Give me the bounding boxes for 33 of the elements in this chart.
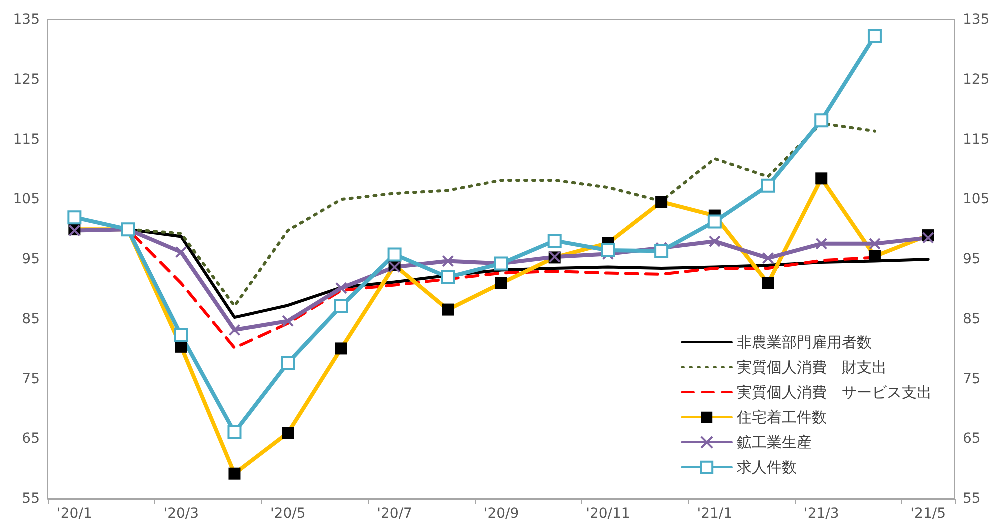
y2-tick-label: 115 <box>963 132 990 148</box>
y2-tick-label: 95 <box>963 252 981 268</box>
y2-tick-label: 65 <box>963 431 981 448</box>
y-tick-label: 115 <box>13 132 40 148</box>
legend-label: 実質個人消費 サービス支出 <box>737 384 932 402</box>
x-tick-label: '21/1 <box>697 506 733 522</box>
x-tick-label: '20/1 <box>57 506 92 522</box>
y2-tick-label: 105 <box>963 192 990 208</box>
x-tick-label: '20/7 <box>377 506 412 522</box>
y-tick-label: 65 <box>22 431 40 448</box>
x-tick-label: '21/5 <box>910 506 946 522</box>
y-tick-label: 85 <box>22 311 40 328</box>
legend-label: 住宅着工件数 <box>736 408 827 426</box>
y2-tick-label: 75 <box>963 371 981 388</box>
legend-label: 非農業部門雇用者数 <box>737 334 872 352</box>
x-tick-label: '20/3 <box>164 506 200 522</box>
y-tick-label: 125 <box>13 72 40 88</box>
y-tick-label: 55 <box>22 491 40 507</box>
legend-label: 鉱工業生産 <box>737 434 812 452</box>
x-tick-label: '20/11 <box>586 506 630 522</box>
x-tick-label: '21/3 <box>804 506 840 522</box>
y-tick-label: 135 <box>13 12 40 28</box>
x-tick-label: '20/5 <box>270 506 306 522</box>
y2-tick-label: 55 <box>963 491 981 507</box>
legend-label: 実質個人消費 財支出 <box>737 358 887 376</box>
y-tick-label: 95 <box>22 252 40 268</box>
y-tick-label: 105 <box>13 192 40 208</box>
y2-tick-label: 125 <box>963 72 990 88</box>
legend-label: 求人件数 <box>737 458 797 476</box>
y-tick-label: 75 <box>22 371 40 388</box>
y2-tick-label: 85 <box>963 311 981 328</box>
x-tick-label: '20/9 <box>484 506 520 522</box>
y2-tick-label: 135 <box>963 12 990 28</box>
